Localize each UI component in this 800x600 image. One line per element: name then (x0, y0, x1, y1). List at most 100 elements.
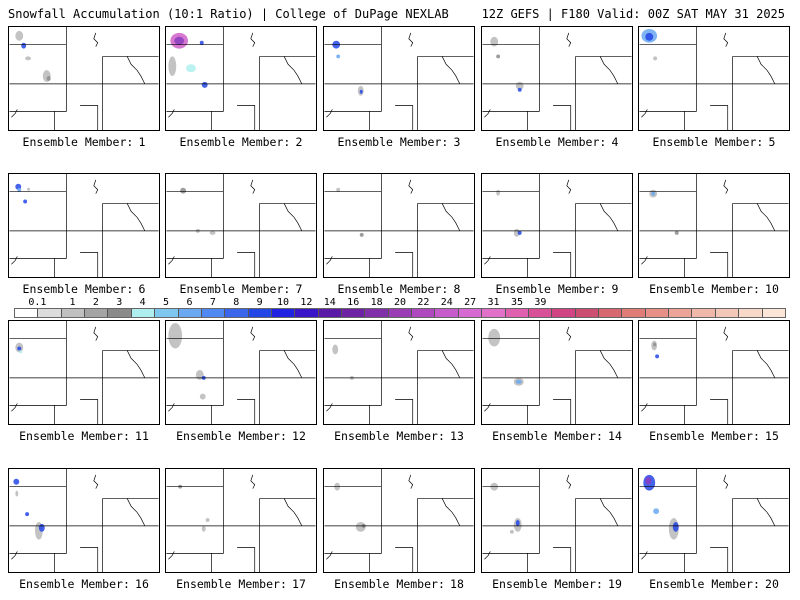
state-boundary-map (639, 174, 789, 277)
colorbar-swatch (388, 309, 413, 317)
state-boundary-map (324, 469, 474, 572)
colorbar-label: 6 (186, 297, 193, 308)
ensemble-member-caption: Ensemble Member: 7 (162, 282, 320, 296)
state-border-line (710, 252, 729, 277)
caption-prefix: Ensemble Member: (19, 577, 130, 591)
ensemble-member-map[interactable] (165, 173, 317, 278)
ensemble-member-caption: Ensemble Member: 1 (5, 135, 163, 149)
state-border-line (250, 474, 256, 489)
model-run-info: 12Z GEFS | F180 Valid: 00Z SAT MAY 31 20… (481, 7, 785, 21)
snowfall-area (336, 54, 341, 59)
colorbar-label: 1 (69, 297, 76, 308)
caption-prefix: Ensemble Member: (495, 282, 607, 296)
caption-prefix: Ensemble Member: (649, 577, 760, 591)
state-border-line (250, 179, 256, 194)
ensemble-member-map[interactable] (8, 173, 160, 278)
member-number: 16 (135, 577, 149, 591)
snowfall-area (25, 512, 30, 517)
colorbar-swatch (155, 309, 179, 317)
ensemble-member-map[interactable] (165, 26, 317, 131)
ensemble-member-map[interactable] (8, 320, 160, 425)
state-border-line (641, 109, 648, 118)
ensemble-member-map[interactable] (638, 468, 790, 573)
state-border-line (553, 105, 572, 130)
snowfall-area (19, 350, 23, 354)
state-border-line (54, 525, 67, 572)
state-border-line (484, 551, 491, 560)
state-border-line (80, 252, 99, 277)
state-boundary-map (324, 27, 474, 130)
state-border-line (168, 256, 175, 265)
state-border-line (684, 525, 697, 572)
ensemble-member-caption: Ensemble Member: 3 (320, 135, 478, 149)
ensemble-member-map[interactable] (323, 320, 475, 425)
ensemble-member-map[interactable] (481, 468, 633, 573)
state-boundary-map (166, 469, 316, 572)
ensemble-member-map[interactable] (638, 173, 790, 278)
snowfall-area (653, 508, 660, 515)
ensemble-member-map[interactable] (165, 468, 317, 573)
snowfall-area (653, 56, 658, 61)
ensemble-member-map[interactable] (323, 26, 475, 131)
state-border-line (599, 498, 619, 527)
state-border-line (408, 32, 414, 47)
ensemble-member-map[interactable] (8, 468, 160, 573)
snowfall-area (359, 89, 363, 94)
member-number: 11 (135, 429, 149, 443)
snowfall-area (15, 490, 19, 497)
state-boundary-map (324, 321, 474, 424)
snowfall-area (332, 344, 339, 355)
state-border-line (369, 525, 382, 572)
ensemble-member-map[interactable] (638, 320, 790, 425)
state-border-line (756, 56, 776, 85)
state-boundary-map (482, 27, 632, 130)
caption-prefix: Ensemble Member: (179, 135, 291, 149)
state-border-line (11, 403, 18, 412)
state-border-line (237, 547, 256, 572)
snowfall-area (209, 230, 216, 235)
ensemble-member-map[interactable] (8, 26, 160, 131)
ensemble-member-map[interactable] (165, 320, 317, 425)
state-border-line (566, 32, 572, 47)
member-number: 17 (292, 577, 306, 591)
snowfall-area (651, 191, 656, 196)
state-boundary-map (482, 321, 632, 424)
colorbar-swatch (295, 309, 319, 317)
member-number: 12 (292, 429, 306, 443)
state-border-line (710, 547, 729, 572)
state-border-line (168, 403, 175, 412)
ensemble-member-map[interactable] (323, 173, 475, 278)
ensemble-member-caption: Ensemble Member: 6 (5, 282, 163, 296)
colorbar-label: 3 (116, 297, 123, 308)
state-border-line (93, 179, 99, 194)
ensemble-member-map[interactable] (481, 26, 633, 131)
ensemble-member-map[interactable] (481, 320, 633, 425)
state-border-line (283, 56, 303, 85)
caption-prefix: Ensemble Member: (337, 282, 449, 296)
caption-prefix: Ensemble Member: (334, 429, 445, 443)
caption-prefix: Ensemble Member: (19, 429, 130, 443)
colorbar-swatch (669, 309, 693, 317)
colorbar-label: 31 (487, 297, 500, 308)
member-number: 15 (765, 429, 779, 443)
ensemble-member-map[interactable] (638, 26, 790, 131)
state-boundary-map (166, 174, 316, 277)
member-number: 3 (453, 135, 461, 149)
ensemble-member-caption: Ensemble Member: 9 (478, 282, 636, 296)
ensemble-member-caption: Ensemble Member: 11 (5, 429, 163, 443)
state-border-line (326, 256, 333, 265)
state-border-line (566, 179, 572, 194)
member-number: 1 (138, 135, 146, 149)
state-border-line (250, 326, 256, 341)
member-number: 13 (450, 429, 464, 443)
state-border-line (369, 377, 382, 424)
colorbar-swatch (575, 309, 599, 317)
colorbar-swatch (225, 309, 249, 317)
member-number: 18 (450, 577, 464, 591)
ensemble-member-map[interactable] (481, 173, 633, 278)
ensemble-member-map[interactable] (323, 468, 475, 573)
colorbar-swatch (435, 309, 459, 317)
caption-prefix: Ensemble Member: (176, 577, 287, 591)
state-border-line (54, 230, 67, 277)
colorbar-label: 0.1 (28, 297, 47, 308)
